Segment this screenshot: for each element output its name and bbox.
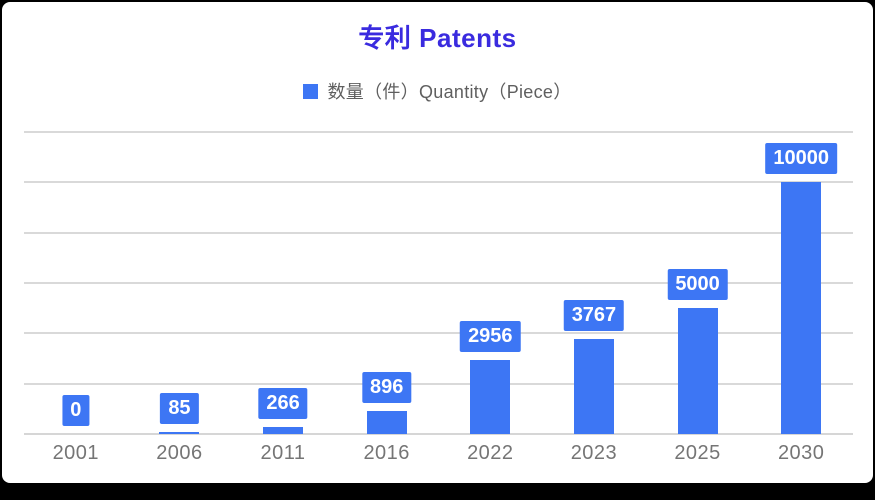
gridline: [24, 332, 853, 335]
legend-swatch-icon: [303, 83, 319, 99]
x-axis-label: 2006: [156, 442, 203, 464]
x-axis: 2001 2006 2011 2016 2022 2023 2025 2030: [24, 442, 853, 468]
bar-slot: 2956: [439, 132, 543, 434]
gridline: [24, 282, 853, 284]
bar: [159, 431, 200, 434]
bar-value-label: 266: [258, 388, 308, 420]
x-axis-label: 2016: [363, 442, 410, 464]
chart-card: 专利 Patents 数量（件）Quantity（Piece） 0 85 266 89…: [2, 2, 873, 483]
x-axis-label: 2030: [777, 442, 825, 464]
bar: [677, 308, 718, 434]
gridline: [24, 382, 853, 385]
bar-value-label: 5000: [667, 269, 728, 301]
x-axis-baseline: [24, 433, 853, 435]
bar-slot: 0: [24, 132, 128, 434]
bar-value-label: 0: [62, 395, 90, 426]
bar-slot: 85: [128, 132, 232, 434]
bar: [366, 411, 407, 434]
bar-slot: 896: [335, 132, 439, 434]
bar-value-label: 10000: [765, 143, 837, 175]
bar-slot: 266: [231, 132, 335, 434]
bar-value-label: 3767: [563, 300, 625, 332]
bar-slot: 5000: [646, 132, 750, 434]
chart-title: 专利 Patents: [358, 23, 517, 53]
bar: [573, 339, 614, 434]
plot-area: 0 85 266 896 2956 3767 5000 10000: [24, 131, 853, 435]
bar-value-label: 896: [362, 372, 412, 404]
bar-slot: 10000: [749, 132, 853, 434]
x-axis-label: 2001: [52, 442, 100, 464]
x-axis-label: 2023: [570, 442, 618, 464]
x-axis-label: 2011: [260, 442, 306, 464]
bar-slot: 3767: [542, 132, 646, 434]
legend-label: 数量（件）Quantity（Piece）: [327, 82, 572, 102]
x-axis-label: 2022: [467, 442, 514, 464]
x-axis-label: 2025: [674, 442, 721, 464]
gridline: [24, 231, 853, 234]
bar: [781, 182, 822, 434]
gridline: [24, 181, 853, 184]
bar-value-label: 2956: [460, 320, 521, 352]
legend: 数量（件）Quantity（Piece）: [2, 78, 873, 104]
bar: [263, 427, 304, 434]
bar-value-label: 85: [160, 392, 199, 424]
bar: [470, 359, 511, 434]
gridline: [24, 131, 853, 133]
